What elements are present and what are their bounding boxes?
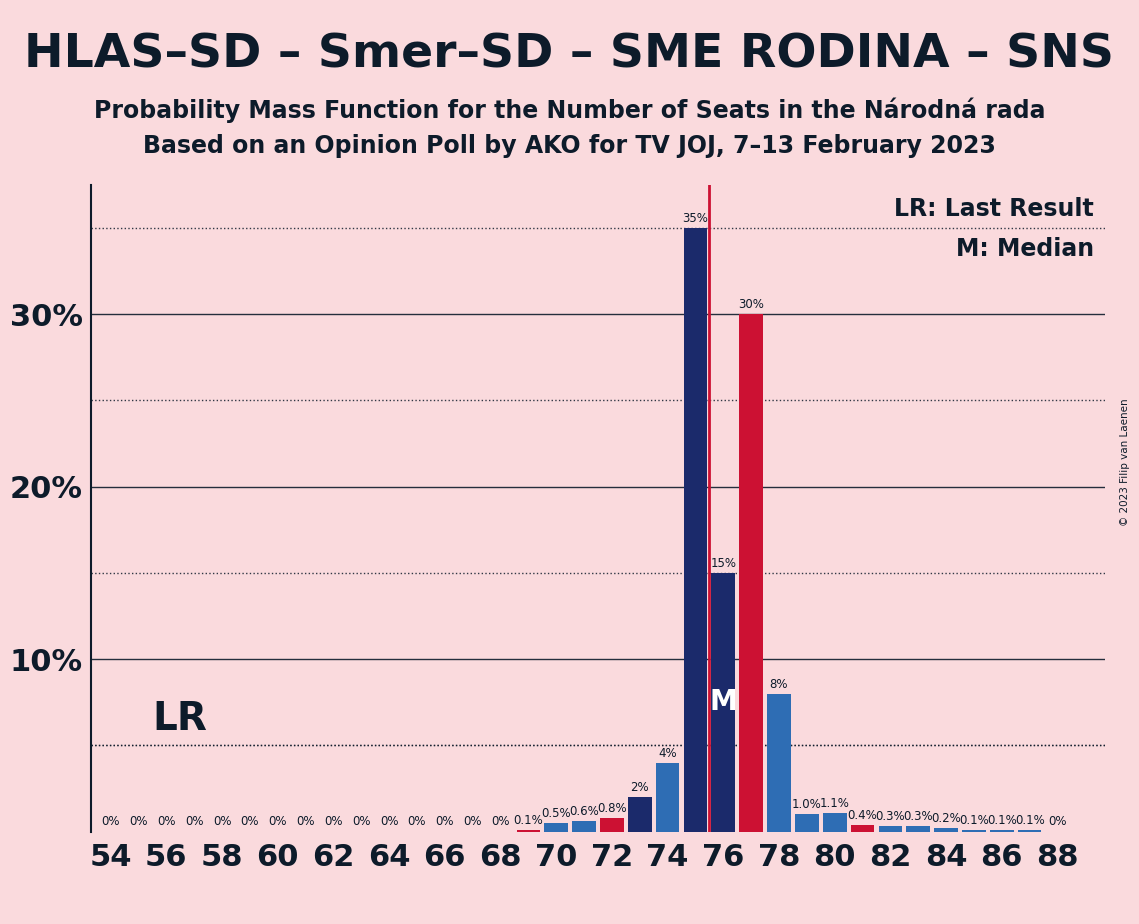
Text: 30%: 30% [738, 298, 764, 311]
Text: 0%: 0% [157, 816, 175, 829]
Text: HLAS–SD – Smer–SD – SME RODINA – SNS: HLAS–SD – Smer–SD – SME RODINA – SNS [25, 32, 1114, 78]
Bar [712, 573, 735, 832]
Text: 0%: 0% [240, 816, 259, 829]
Text: 2%: 2% [630, 781, 649, 794]
Text: 0%: 0% [213, 816, 231, 829]
Bar [572, 821, 596, 832]
Text: 0%: 0% [408, 816, 426, 829]
Bar [907, 826, 931, 832]
Text: 0%: 0% [296, 816, 314, 829]
Text: 1.1%: 1.1% [820, 796, 850, 809]
Text: M: M [710, 688, 737, 716]
Text: 0%: 0% [129, 816, 148, 829]
Text: 0.3%: 0.3% [876, 810, 906, 823]
Bar [851, 825, 875, 832]
Bar [683, 228, 707, 832]
Bar [962, 830, 985, 832]
Bar [544, 823, 568, 832]
Bar [739, 314, 763, 832]
Bar [795, 814, 819, 832]
Text: 8%: 8% [770, 677, 788, 690]
Text: 0%: 0% [379, 816, 399, 829]
Text: 0.6%: 0.6% [570, 805, 599, 818]
Text: 0.4%: 0.4% [847, 808, 877, 821]
Text: © 2023 Filip van Laenen: © 2023 Filip van Laenen [1120, 398, 1130, 526]
Bar [1018, 830, 1041, 832]
Text: 4%: 4% [658, 747, 677, 760]
Text: 0%: 0% [1048, 816, 1067, 829]
Text: 1.0%: 1.0% [792, 798, 821, 811]
Bar [878, 826, 902, 832]
Text: 15%: 15% [711, 557, 736, 570]
Text: LR: LR [153, 700, 207, 738]
Text: 0%: 0% [352, 816, 370, 829]
Bar [768, 694, 790, 832]
Text: 0.3%: 0.3% [903, 810, 933, 823]
Bar [822, 812, 846, 832]
Text: 0%: 0% [491, 816, 510, 829]
Text: 0%: 0% [101, 816, 120, 829]
Bar [600, 818, 624, 832]
Text: 0.2%: 0.2% [932, 812, 961, 825]
Bar [656, 762, 680, 832]
Text: 0%: 0% [269, 816, 287, 829]
Bar [516, 830, 540, 832]
Text: Probability Mass Function for the Number of Seats in the Národná rada: Probability Mass Function for the Number… [93, 97, 1046, 123]
Text: 0.1%: 0.1% [986, 814, 1017, 827]
Text: 0%: 0% [435, 816, 454, 829]
Text: Based on an Opinion Poll by AKO for TV JOJ, 7–13 February 2023: Based on an Opinion Poll by AKO for TV J… [144, 134, 995, 158]
Text: 0%: 0% [325, 816, 343, 829]
Text: 0.5%: 0.5% [541, 807, 571, 820]
Bar [934, 828, 958, 832]
Bar [628, 797, 652, 832]
Text: 35%: 35% [682, 212, 708, 225]
Text: 0.1%: 0.1% [959, 814, 989, 827]
Text: 0.8%: 0.8% [597, 802, 626, 815]
Text: LR: Last Result: LR: Last Result [894, 197, 1093, 221]
Text: 0%: 0% [185, 816, 204, 829]
Text: 0%: 0% [464, 816, 482, 829]
Text: 0.1%: 0.1% [514, 814, 543, 827]
Text: M: Median: M: Median [956, 237, 1093, 261]
Text: 0.1%: 0.1% [1015, 814, 1044, 827]
Bar [990, 830, 1014, 832]
